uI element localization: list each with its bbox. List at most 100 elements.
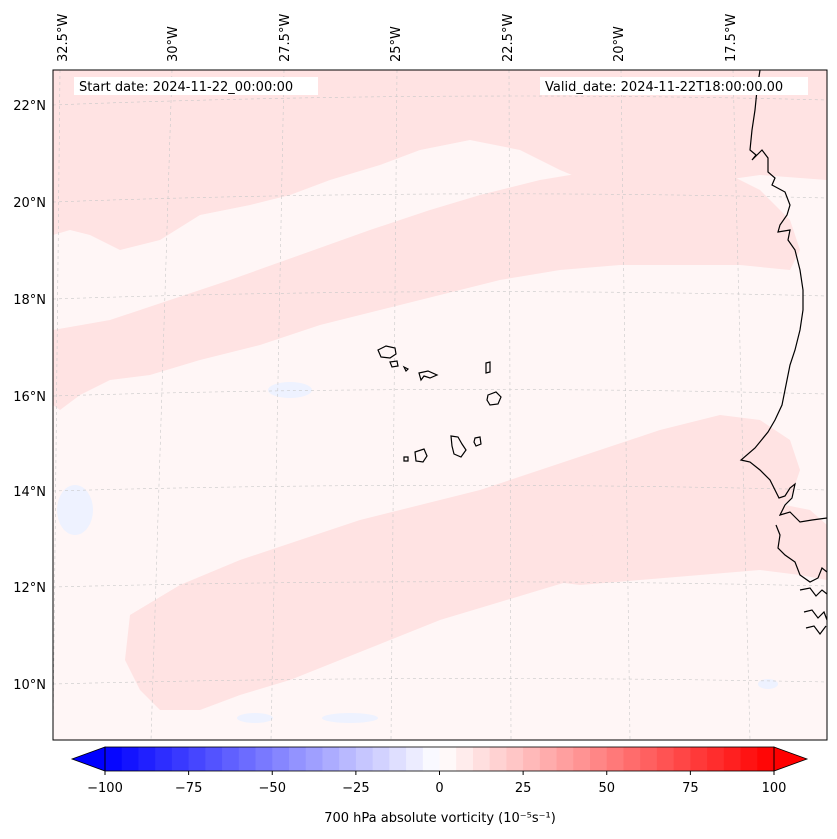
meridian-25w <box>390 70 398 740</box>
colorbar-cell <box>590 747 608 771</box>
vorticity-band-north <box>53 70 827 250</box>
colorbar-cell <box>723 747 742 771</box>
island-sal <box>485 361 491 374</box>
negative-vorticity-patch <box>237 713 273 723</box>
vorticity-band-south <box>125 415 800 710</box>
colorbar: −100 −75 −50 −25 0 25 50 75 100 700 hPa absolute… <box>70 746 809 826</box>
island-sao-nicolau <box>418 370 439 382</box>
colorbar-cell <box>623 747 641 771</box>
colorbar-cell <box>105 747 123 771</box>
lon-label-30w: 30°W <box>166 26 181 62</box>
colorbar-cell <box>539 747 558 771</box>
island-brava <box>403 456 409 462</box>
colorbar-cell <box>121 747 140 771</box>
lon-label-32-5w: 32.5°W <box>56 14 71 62</box>
meridian-30w <box>150 70 173 740</box>
colorbar-cell <box>757 747 775 771</box>
colorbar-cell <box>606 747 625 771</box>
colorbar-cell <box>205 747 223 771</box>
lat-label-22n: 22°N <box>13 99 46 114</box>
colorbar-tick-label: −25 <box>342 781 369 796</box>
parallel-12n <box>53 581 827 588</box>
colorbar-cell <box>422 747 441 771</box>
colorbar-cell <box>188 747 206 771</box>
colorbar-cell <box>389 747 407 771</box>
colorbar-ticks: −100 −75 −50 −25 0 25 50 75 100 <box>87 771 786 796</box>
colorbar-cell <box>707 747 725 771</box>
colorbar-cell <box>272 747 290 771</box>
map-frame <box>52 69 828 741</box>
colorbar-tick-label: −50 <box>259 781 286 796</box>
lat-label-16n: 16°N <box>13 390 46 405</box>
lon-label-27-5w: 27.5°W <box>278 14 293 62</box>
meridian-17-5w <box>732 70 751 740</box>
island-maio <box>473 436 482 447</box>
island-fogo <box>414 448 428 463</box>
start-date-label: Start date: 2024-11-22_00:00:00 <box>79 80 293 95</box>
colorbar-cell <box>138 747 156 771</box>
colorbar-cell <box>355 747 374 771</box>
colorbar-cell <box>673 747 691 771</box>
lon-label-20w: 20°W <box>612 26 627 62</box>
colorbar-cell <box>506 747 524 771</box>
colorbar-cell <box>456 747 474 771</box>
colorbar-cell <box>155 747 173 771</box>
negative-vorticity-patch <box>57 485 93 535</box>
colorbar-cell <box>255 747 273 771</box>
parallel-14n <box>53 484 827 492</box>
parallel-10n <box>53 678 827 685</box>
island-santo-antao <box>377 345 397 359</box>
colorbar-cell <box>222 747 240 771</box>
lat-label-20n: 20°N <box>13 196 46 211</box>
meridian-22-5w <box>508 70 512 740</box>
colorbar-cell <box>573 747 591 771</box>
vorticity-band-southeast <box>520 500 827 585</box>
colorbar-cell <box>372 747 390 771</box>
lon-label-17-5w: 17.5°W <box>724 14 739 62</box>
negative-vorticity-patch <box>322 713 378 723</box>
africa-coastline <box>739 70 827 523</box>
island-boa-vista <box>486 391 502 406</box>
colorbar-label: 700 hPa absolute vorticity (10⁻⁵s⁻¹) <box>324 811 556 826</box>
colorbar-min-arrow <box>70 746 106 772</box>
lon-label-22-5w: 22.5°W <box>501 14 516 62</box>
colorbar-cell <box>690 747 708 771</box>
map-panel: Start date: 2024-11-22_00:00:00 Valid_da… <box>53 70 827 740</box>
island-santa-luzia <box>402 365 410 373</box>
colorbar-cell <box>523 747 541 771</box>
colorbar-tick-label: 75 <box>682 781 699 796</box>
negative-vorticity-patch <box>268 382 312 398</box>
colorbar-cell <box>656 747 675 771</box>
lat-label-14n: 14°N <box>13 485 46 500</box>
colorbar-tick-label: 25 <box>515 781 532 796</box>
colorbar-cell <box>305 747 324 771</box>
colorbar-tick-label: −100 <box>87 781 123 796</box>
colorbar-cell <box>322 747 340 771</box>
parallel-18n <box>53 291 827 300</box>
lon-label-25w: 25°W <box>389 26 404 62</box>
colorbar-cells <box>105 747 775 771</box>
latitude-labels: 22°N 20°N 18°N 16°N 14°N 12°N 10°N <box>13 99 46 693</box>
valid-date-box <box>540 77 808 95</box>
lat-label-10n: 10°N <box>13 678 46 693</box>
meridian-20w <box>620 70 631 740</box>
vorticity-band-diagonal <box>53 165 800 410</box>
colorbar-cell <box>406 747 424 771</box>
colorbar-cell <box>489 747 507 771</box>
colorbar-tick-label: 50 <box>598 781 615 796</box>
colorbar-cell <box>288 747 307 771</box>
africa-coastline-guinea <box>775 524 827 635</box>
colorbar-tick-label: 100 <box>762 781 787 796</box>
cape-verde-islands <box>377 345 502 463</box>
meridian-32-5w <box>53 70 61 740</box>
colorbar-tick-label: 0 <box>435 781 443 796</box>
colorbar-cell <box>472 747 491 771</box>
island-santiago <box>450 435 467 458</box>
colorbar-cell <box>556 747 574 771</box>
parallel-20n <box>53 193 827 203</box>
colorbar-tick-label: −75 <box>175 781 202 796</box>
colorbar-cell <box>238 747 257 771</box>
longitude-labels: 32.5°W 30°W 27.5°W 25°W 22.5°W 20°W 17.5… <box>56 14 739 62</box>
island-sao-vicente <box>389 360 399 368</box>
